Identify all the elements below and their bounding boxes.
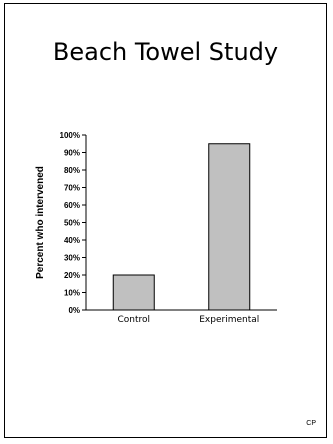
- y-axis-label: Percent who intervened: [35, 166, 46, 279]
- y-tick-label: 70%: [64, 184, 80, 193]
- slide: Beach Towel Study 0% 10% 20% 30% 40% 50% 60% 70…: [4, 3, 327, 438]
- y-tick-label: 90%: [64, 149, 80, 158]
- y-tick-label: 30%: [64, 254, 80, 263]
- bars: [112, 143, 251, 311]
- bar-chart: 0% 10% 20% 30% 40% 50% 60% 70% 80% 90% 100% Contro…: [35, 131, 277, 325]
- y-tick-label: 60%: [64, 201, 80, 210]
- bar-control: [112, 274, 155, 311]
- footer-label: CP: [306, 420, 316, 427]
- y-tick-label: 80%: [64, 166, 80, 175]
- bar-experimental: [208, 143, 251, 311]
- y-tick-label: 40%: [64, 236, 80, 245]
- y-tick-label: 20%: [64, 271, 80, 280]
- y-axis: 0% 10% 20% 30% 40% 50% 60% 70% 80% 90% 100%: [60, 131, 87, 315]
- slide-title: Beach Towel Study: [52, 38, 279, 66]
- x-tick-label: Experimental: [199, 315, 259, 325]
- x-tick-label: Control: [117, 315, 150, 325]
- x-axis: Control Experimental: [86, 309, 277, 325]
- y-tick-label: 10%: [64, 289, 80, 298]
- y-tick-label: 50%: [64, 219, 80, 228]
- y-tick-label: 100%: [60, 131, 80, 140]
- y-tick-label: 0%: [68, 306, 80, 315]
